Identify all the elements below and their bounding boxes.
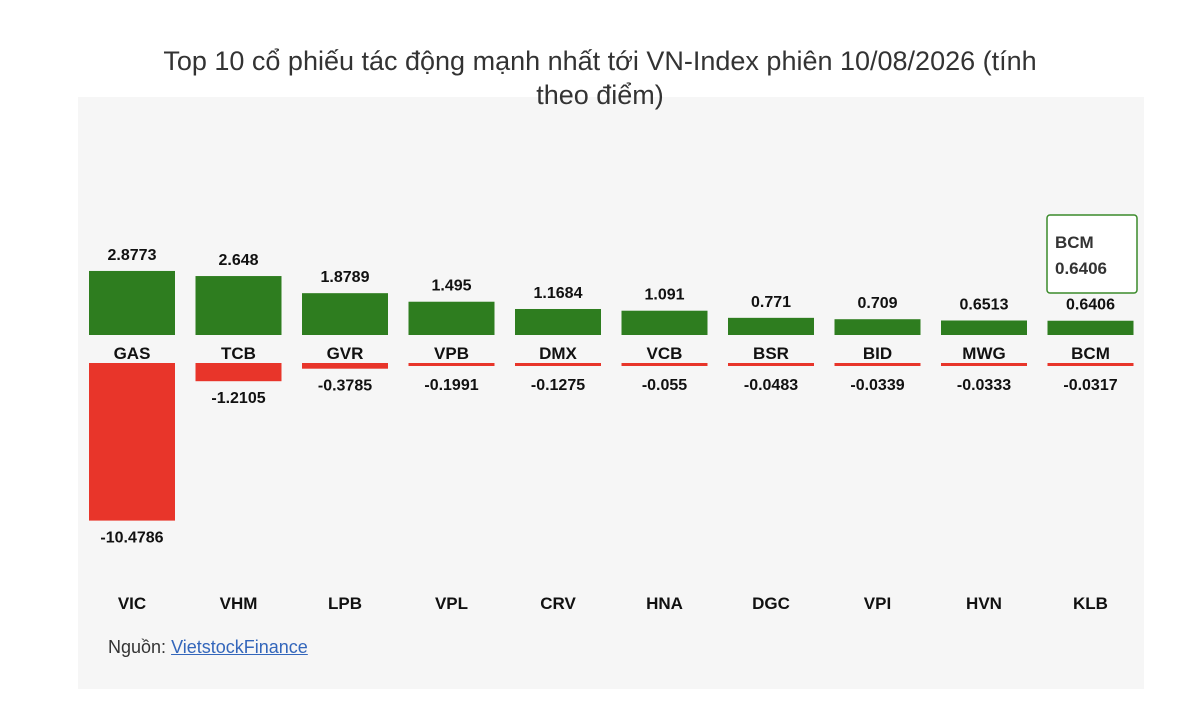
bar-negative-hna [621, 363, 708, 366]
bar-positive-bcm [1047, 320, 1134, 335]
value-label-negative-dgc: -0.0483 [744, 377, 798, 394]
value-label-negative-vhm: -1.2105 [211, 390, 265, 407]
bar-negative-dgc [728, 363, 814, 366]
tooltip-value: 0.6406 [1055, 259, 1107, 278]
bar-negative-crv [515, 363, 601, 366]
bar-positive-vcb [621, 310, 708, 335]
bar-positive-dmx [515, 308, 601, 335]
category-label-positive-vcb: VCB [647, 344, 683, 363]
tooltip-ticker: BCM [1055, 233, 1094, 252]
bar-positive-bid [834, 319, 921, 335]
source-label: Nguồn: [108, 637, 167, 657]
value-label-positive-bcm: 0.6406 [1066, 297, 1115, 314]
bar-negative-klb [1047, 363, 1134, 366]
category-label-negative-lpb: LPB [328, 594, 362, 613]
category-label-positive-tcb: TCB [221, 344, 256, 363]
category-label-negative-dgc: DGC [752, 594, 790, 613]
category-label-positive-gas: GAS [114, 344, 151, 363]
bar-negative-vpi [834, 363, 921, 366]
category-label-negative-vhm: VHM [220, 594, 258, 613]
source-note: Nguồn: VietstockFinance [108, 637, 308, 658]
value-label-negative-crv: -0.1275 [531, 377, 585, 394]
category-label-positive-dmx: DMX [539, 344, 577, 363]
value-label-positive-bid: 0.709 [857, 295, 897, 312]
value-label-negative-hvn: -0.0333 [957, 377, 1011, 394]
bar-negative-vpl [408, 363, 495, 366]
bar-negative-vhm [195, 363, 282, 382]
value-label-negative-vpl: -0.1991 [424, 377, 478, 394]
value-label-negative-lpb: -0.3785 [318, 378, 372, 395]
value-label-negative-hna: -0.055 [642, 377, 687, 394]
category-label-negative-hvn: HVN [966, 594, 1002, 613]
value-label-positive-dmx: 1.1684 [534, 285, 583, 302]
value-label-positive-tcb: 2.648 [218, 252, 258, 269]
source-link[interactable]: VietstockFinance [171, 637, 308, 657]
value-label-positive-gas: 2.8773 [108, 247, 157, 264]
bar-positive-vpb [408, 301, 495, 335]
bar-negative-vic [89, 363, 175, 521]
value-label-positive-mwg: 0.6513 [960, 297, 1009, 314]
category-label-positive-gvr: GVR [327, 344, 364, 363]
chart-title: Top 10 cổ phiếu tác động mạnh nhất tới V… [0, 44, 1200, 112]
category-label-negative-crv: CRV [540, 594, 576, 613]
category-label-positive-vpb: VPB [434, 344, 469, 363]
category-label-negative-vic: VIC [118, 594, 146, 613]
category-label-negative-hna: HNA [646, 594, 683, 613]
bar-positive-tcb [195, 276, 282, 335]
bar-positive-mwg [941, 320, 1027, 335]
tooltip-box [1046, 214, 1138, 294]
category-label-positive-bsr: BSR [753, 344, 789, 363]
value-label-positive-gvr: 1.8789 [321, 269, 370, 286]
category-label-positive-mwg: MWG [962, 344, 1005, 363]
value-label-negative-klb: -0.0317 [1063, 377, 1117, 394]
chart-title-line-1: Top 10 cổ phiếu tác động mạnh nhất tới V… [163, 46, 1037, 76]
category-label-negative-vpi: VPI [864, 594, 891, 613]
bar-negative-lpb [302, 363, 388, 369]
category-label-positive-bid: BID [863, 344, 892, 363]
category-label-negative-vpl: VPL [435, 594, 468, 613]
bar-negative-hvn [941, 363, 1027, 366]
value-label-positive-vpb: 1.495 [431, 278, 471, 295]
bar-positive-gas [89, 270, 175, 335]
bar-positive-gvr [302, 293, 388, 335]
value-label-negative-vic: -10.4786 [100, 530, 163, 547]
category-label-positive-bcm: BCM [1071, 344, 1110, 363]
value-label-positive-bsr: 0.771 [751, 294, 791, 311]
chart-title-line-2: theo điểm) [536, 80, 664, 110]
category-label-negative-klb: KLB [1073, 594, 1108, 613]
value-label-negative-vpi: -0.0339 [850, 377, 904, 394]
bar-positive-bsr [728, 317, 814, 335]
chart-panel [78, 97, 1144, 689]
value-label-positive-vcb: 1.091 [644, 287, 684, 304]
